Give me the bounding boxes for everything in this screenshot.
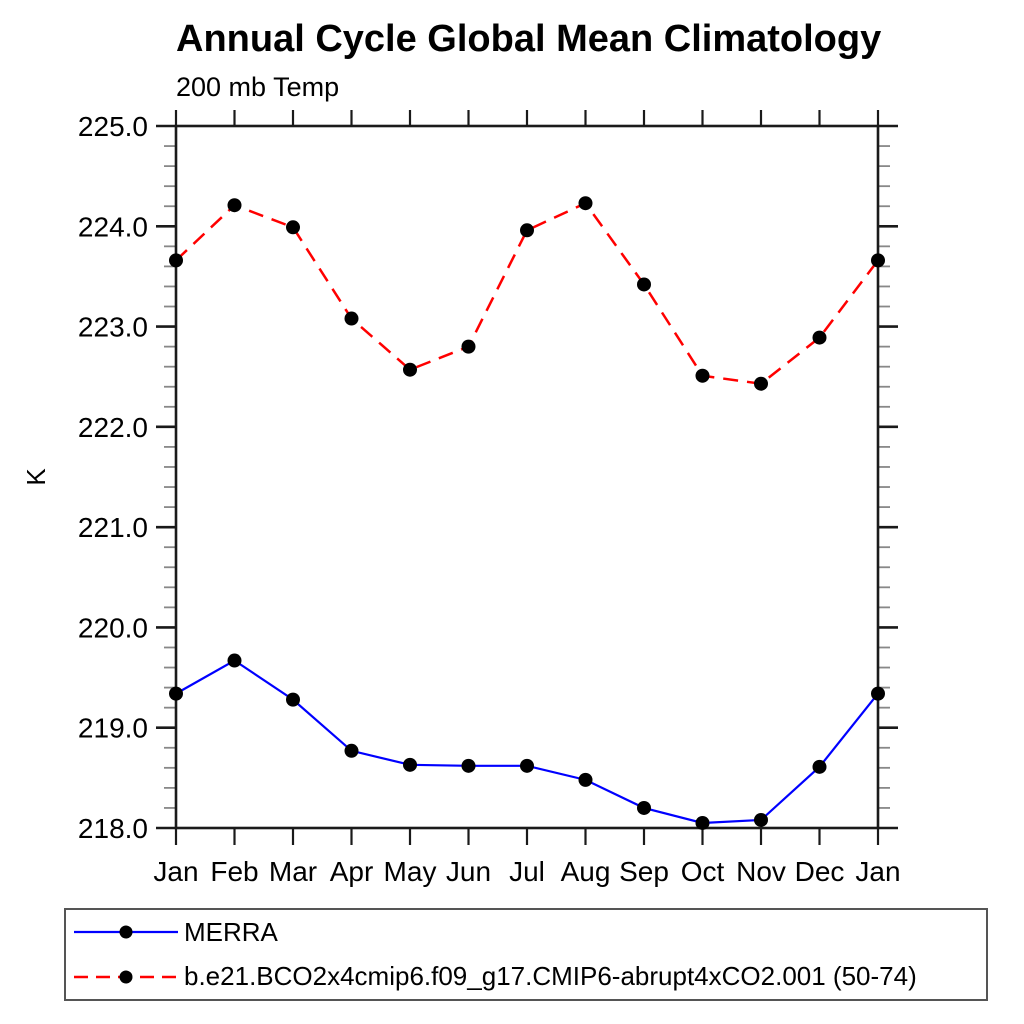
y-tick-label: 224.0 <box>78 211 148 242</box>
y-axis-title: K <box>20 468 51 486</box>
series-marker-0 <box>520 758 534 773</box>
y-tick-label: 219.0 <box>78 713 148 744</box>
x-tick-label: Apr <box>330 856 374 887</box>
legend-line-sample-model <box>74 970 178 984</box>
series-marker-0 <box>871 686 885 701</box>
series-marker-1 <box>754 376 768 391</box>
legend-sample-marker <box>119 970 133 984</box>
y-tick-label: 223.0 <box>78 312 148 343</box>
legend-line-sample-merra <box>74 925 178 939</box>
y-tick-label: 222.0 <box>78 412 148 443</box>
y-tick-label: 220.0 <box>78 612 148 643</box>
x-tick-label: May <box>384 856 437 887</box>
series-marker-1 <box>286 220 300 235</box>
series-marker-1 <box>812 330 827 345</box>
x-tick-label: Jan <box>153 856 198 887</box>
series-marker-1 <box>403 362 417 377</box>
x-tick-label: Oct <box>681 856 725 887</box>
series-line-0 <box>175 659 879 825</box>
series-marker-0 <box>695 815 710 830</box>
series-marker-0 <box>227 653 242 668</box>
series-marker-1 <box>520 223 534 238</box>
series-marker-1 <box>578 196 593 211</box>
series-marker-1 <box>637 277 651 292</box>
x-tick-label: Jun <box>446 856 491 887</box>
series-marker-0 <box>344 743 359 758</box>
y-tick-label: 225.0 <box>78 111 148 142</box>
series-marker-0 <box>461 758 476 773</box>
x-tick-label: Aug <box>561 856 611 887</box>
legend-label-merra: MERRA <box>184 916 278 947</box>
series-marker-0 <box>812 759 827 774</box>
x-tick-label: Sep <box>619 856 669 887</box>
plot-subtitle: 200 mb Temp <box>176 72 340 102</box>
series-marker-1 <box>344 311 359 326</box>
series-marker-1 <box>227 198 242 213</box>
x-tick-label: Mar <box>269 856 317 887</box>
series-marker-0 <box>286 692 300 707</box>
x-tick-label: Dec <box>795 856 845 887</box>
series-marker-0 <box>578 772 593 787</box>
plot-frame <box>174 124 880 830</box>
y-tick-label: 218.0 <box>78 813 148 844</box>
legend-item-model: b.e21.BCO2x4cmip6.f09_g17.CMIP6-abrupt4x… <box>66 957 986 997</box>
legend-item-merra: MERRA <box>66 912 986 952</box>
series-marker-0 <box>637 800 651 815</box>
series-marker-0 <box>403 757 417 772</box>
y-tick-label: 221.0 <box>78 512 148 543</box>
plot-title: Annual Cycle Global Mean Climatology <box>176 18 882 60</box>
series-marker-1 <box>461 339 476 354</box>
x-tick-label: Jul <box>509 856 545 887</box>
legend-sample-marker <box>119 925 133 939</box>
legend-box: MERRA b.e21.BCO2x4cmip6.f09_g17.CMIP6-ab… <box>64 908 988 1001</box>
series-marker-1 <box>695 368 710 383</box>
x-tick-label: Feb <box>210 856 258 887</box>
series-marker-0 <box>169 686 183 701</box>
series-marker-0 <box>754 812 768 827</box>
series-marker-1 <box>169 253 183 268</box>
legend-label-model: b.e21.BCO2x4cmip6.f09_g17.CMIP6-abrupt4x… <box>184 961 917 992</box>
series-marker-1 <box>871 253 885 268</box>
x-tick-label: Nov <box>736 856 786 887</box>
x-tick-label: Jan <box>855 856 900 887</box>
